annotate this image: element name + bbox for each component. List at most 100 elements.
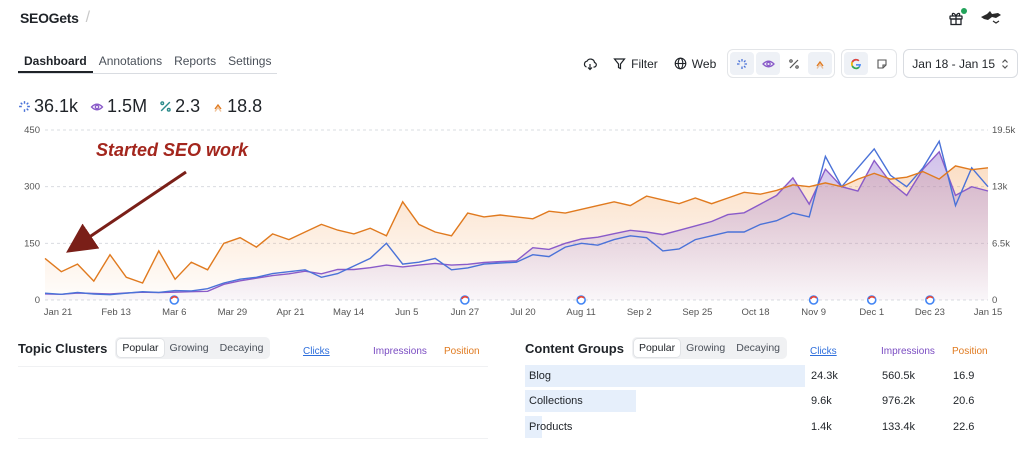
toggle-ctr[interactable]	[782, 52, 806, 75]
impressions-area	[45, 151, 988, 300]
group-col-clicks[interactable]: Clicks	[810, 346, 837, 357]
main-tabs: Dashboard Annotations Reports Settings	[18, 50, 278, 74]
percent-icon	[789, 58, 800, 69]
toggle-impressions[interactable]	[756, 52, 781, 75]
position-line	[44, 165, 989, 284]
metric-position[interactable]: 18.8	[212, 96, 262, 117]
position-icon	[816, 60, 824, 69]
y-right-tick-label: 0	[992, 295, 997, 306]
x-tick-label: Jul 20	[510, 307, 535, 318]
performance-chart[interactable]: 450 300 150 0 19.5k 13k 6.5k 0 Jan 21 Feb 13 Mar…	[0, 122, 1024, 322]
logo-text: SEOGets	[20, 10, 79, 26]
row-share-bar	[525, 390, 636, 412]
row-position: 20.6	[953, 395, 975, 407]
row-label: Blog	[529, 370, 552, 382]
google-update-icon[interactable]	[866, 295, 877, 305]
clicks-icon	[737, 58, 748, 69]
toggle-clicks[interactable]	[730, 52, 755, 75]
x-tick-label: Sep 25	[682, 307, 712, 318]
google-update-icon[interactable]	[169, 295, 180, 305]
google-update-icon[interactable]	[925, 295, 935, 305]
content-groups-filter: Popular Growing Decaying	[631, 337, 788, 359]
x-tick-label: May 14	[333, 307, 364, 318]
topic-clusters-filter: Popular Growing Decaying	[115, 337, 271, 359]
percent-icon	[160, 101, 171, 112]
group-filter-growing[interactable]: Growing	[686, 342, 726, 354]
chevron-up-down-icon	[1002, 58, 1008, 69]
row-clicks: 9.6k	[811, 395, 832, 407]
x-tick-label: Sep 2	[627, 307, 652, 318]
tab-settings[interactable]: Settings	[228, 54, 272, 68]
google-update-icon[interactable]	[808, 295, 819, 305]
row-label: Collections	[529, 395, 583, 407]
date-range-picker[interactable]: Jan 18 - Jan 15	[903, 49, 1018, 78]
export-button[interactable]	[578, 50, 602, 78]
toggle-position[interactable]	[808, 52, 833, 75]
group-col-impressions[interactable]: Impressions	[881, 346, 935, 357]
web-label: Web	[691, 56, 717, 71]
table-row[interactable]: Products 1.4k 133.4k 22.6	[525, 416, 1005, 438]
eye-icon	[761, 60, 775, 67]
metric-ctr[interactable]: 2.3	[159, 96, 200, 117]
globe-icon	[674, 57, 687, 70]
x-tick-label: Feb 13	[101, 307, 131, 318]
breadcrumb-separator: /	[85, 9, 91, 26]
impressions-line	[44, 150, 989, 296]
google-update-icon-arc	[926, 296, 934, 300]
divider	[18, 366, 488, 367]
toggle-notes[interactable]	[870, 52, 894, 75]
row-share-bar	[525, 416, 542, 438]
content-groups-header: Content Groups Popular Growing Decaying	[525, 337, 788, 359]
row-share-bar	[525, 365, 805, 387]
filter-icon	[613, 58, 626, 70]
toggle-google[interactable]	[844, 52, 869, 75]
topic-filter-growing[interactable]: Growing	[169, 342, 209, 354]
x-tick-label: Jan 21	[44, 307, 73, 318]
topic-col-position[interactable]: Position	[444, 346, 480, 357]
google-update-markers[interactable]	[169, 295, 935, 305]
x-tick-label: Apr 21	[277, 307, 305, 318]
app-logo[interactable]: SEOGets /	[20, 9, 90, 27]
table-row[interactable]: Collections 9.6k 976.2k 20.6	[525, 390, 1005, 412]
notification-dot	[961, 8, 967, 14]
table-row[interactable]: Blog 24.3k 560.5k 16.9	[525, 365, 1005, 387]
y-right-tick-label: 6.5k	[992, 238, 1010, 249]
tab-dashboard[interactable]: Dashboard	[18, 50, 93, 73]
topic-col-impressions[interactable]: Impressions	[373, 346, 427, 357]
annotation-text: Started SEO work	[96, 140, 249, 160]
row-clicks: 24.3k	[811, 370, 838, 382]
search-type-button[interactable]: Web	[669, 50, 721, 78]
google-update-icon[interactable]	[460, 295, 470, 305]
group-col-position[interactable]: Position	[952, 346, 988, 357]
metric-clicks[interactable]: 36.1k	[18, 96, 78, 117]
gift-icon[interactable]	[948, 8, 967, 26]
google-update-icon[interactable]	[576, 295, 586, 305]
google-update-icon-arc	[809, 296, 818, 300]
topic-col-clicks[interactable]: Clicks	[303, 346, 330, 357]
filter-button[interactable]: Filter	[608, 50, 663, 78]
x-tick-label: Jun 27	[451, 307, 480, 318]
x-axis: Jan 21 Feb 13 Mar 6 Mar 29 Apr 21 May 14 Jun 5…	[44, 307, 1003, 318]
row-impressions: 133.4k	[882, 421, 916, 433]
tab-annotations[interactable]: Annotations	[98, 54, 163, 68]
topic-filter-decaying[interactable]: Decaying	[219, 342, 264, 354]
google-update-icon-arc	[170, 296, 178, 300]
y-left-tick-label: 0	[35, 295, 40, 306]
metric-impressions[interactable]: 1.5M	[90, 96, 147, 117]
x-tick-label: Mar 6	[162, 307, 186, 318]
topic-filter-popular[interactable]: Popular	[117, 339, 164, 357]
filter-label: Filter	[631, 56, 658, 71]
row-label: Products	[529, 421, 573, 433]
row-position: 16.9	[953, 370, 975, 382]
group-filter-popular[interactable]: Popular	[633, 339, 681, 357]
x-tick-label: Dec 23	[915, 307, 945, 318]
google-update-icon-arc	[868, 296, 876, 300]
group-filter-decaying[interactable]: Decaying	[736, 342, 781, 354]
row-position: 22.6	[953, 421, 975, 433]
row-impressions: 976.2k	[882, 395, 916, 407]
avatar[interactable]	[980, 9, 1002, 27]
row-clicks: 1.4k	[811, 421, 832, 433]
source-toggle-group	[841, 49, 898, 78]
tab-reports[interactable]: Reports	[174, 54, 217, 68]
x-tick-label: Jan 15	[974, 307, 1003, 318]
